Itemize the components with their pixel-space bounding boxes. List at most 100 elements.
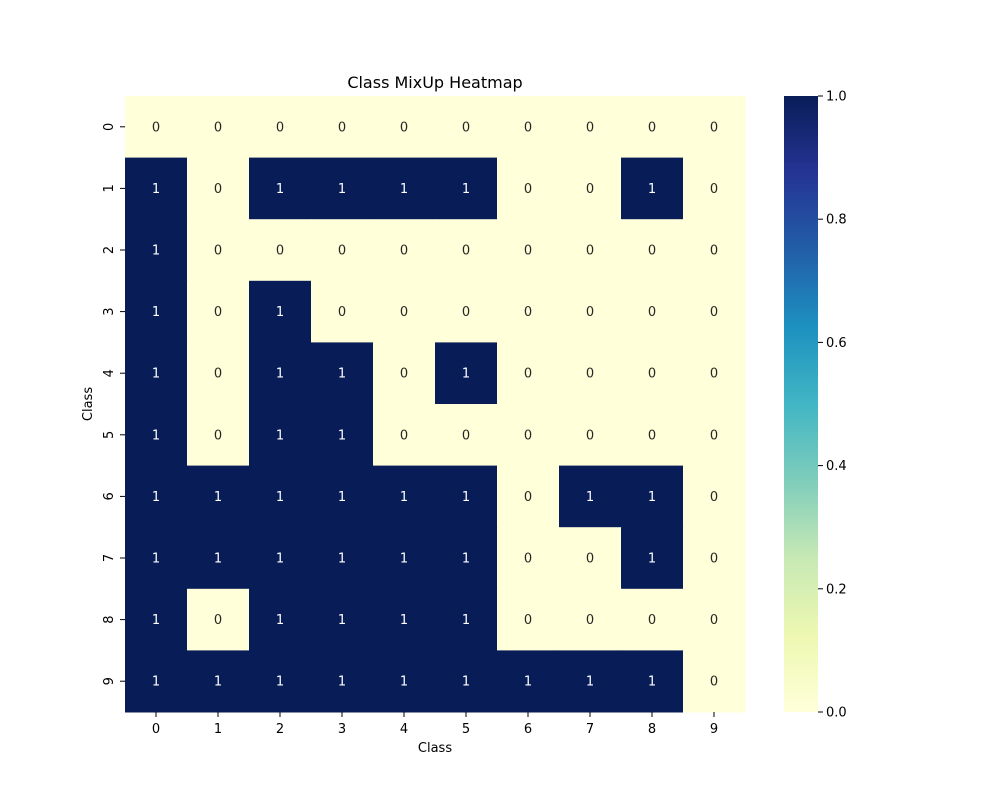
heatmap-cell-label: 1 bbox=[152, 367, 160, 382]
heatmap-cell-label: 0 bbox=[710, 367, 718, 382]
heatmap-cell bbox=[187, 404, 250, 467]
heatmap-cell bbox=[621, 96, 684, 159]
colorbar: 0.0 0.2 0.4 0.6 0.8 1.0 bbox=[784, 90, 847, 721]
heatmap-cell-label: 0 bbox=[214, 367, 222, 382]
heatmap-cell bbox=[497, 650, 560, 713]
heatmap-cell bbox=[435, 219, 498, 282]
heatmap-cell bbox=[125, 650, 188, 713]
heatmap-cell-label: 1 bbox=[462, 613, 470, 628]
heatmap-cell-label: 1 bbox=[152, 182, 160, 197]
heatmap-cell-label: 1 bbox=[400, 490, 408, 505]
heatmap-cell bbox=[311, 96, 374, 159]
heatmap-cell-label: 0 bbox=[710, 120, 718, 135]
heatmap-cell bbox=[435, 342, 498, 405]
heatmap-cell-label: 1 bbox=[524, 675, 532, 690]
x-tick-label: 4 bbox=[400, 722, 408, 737]
heatmap-cell bbox=[621, 280, 684, 343]
heatmap-cell bbox=[683, 588, 746, 651]
heatmap-cell-label: 0 bbox=[214, 182, 222, 197]
colorbar-ticks: 0.0 0.2 0.4 0.6 0.8 1.0 bbox=[818, 90, 847, 721]
heatmap-cell bbox=[187, 219, 250, 282]
heatmap-cell-label: 0 bbox=[400, 305, 408, 320]
heatmap-cell-label: 1 bbox=[338, 613, 346, 628]
heatmap-cell bbox=[311, 465, 374, 528]
heatmap-cell-label: 1 bbox=[152, 675, 160, 690]
heatmap-cell bbox=[559, 404, 622, 467]
heatmap-cell-label: 1 bbox=[152, 613, 160, 628]
heatmap-cell-label: 1 bbox=[276, 490, 284, 505]
heatmap-cell bbox=[311, 404, 374, 467]
heatmap-cell-label: 0 bbox=[586, 552, 594, 567]
colorbar-tick-label: 0.2 bbox=[826, 582, 847, 597]
colorbar-tick-label: 0.8 bbox=[826, 213, 847, 228]
heatmap-cell-label: 0 bbox=[400, 367, 408, 382]
heatmap-cell bbox=[125, 157, 188, 220]
heatmap-cell bbox=[683, 650, 746, 713]
heatmap-cell bbox=[435, 280, 498, 343]
heatmap-cell-label: 1 bbox=[586, 675, 594, 690]
heatmap-cell bbox=[187, 588, 250, 651]
heatmap-cell-label: 0 bbox=[276, 120, 284, 135]
colorbar-tick-label: 0.6 bbox=[826, 336, 847, 351]
heatmap-cell bbox=[497, 157, 560, 220]
heatmap-cell bbox=[373, 527, 436, 590]
heatmap-cell bbox=[497, 588, 560, 651]
heatmap-cell bbox=[249, 404, 312, 467]
heatmap-cell-label: 0 bbox=[710, 305, 718, 320]
heatmap-cell-label: 0 bbox=[586, 244, 594, 259]
heatmap-cell-label: 1 bbox=[276, 675, 284, 690]
x-tick-label: 6 bbox=[524, 722, 532, 737]
heatmap-cell-label: 0 bbox=[710, 244, 718, 259]
heatmap-cell bbox=[373, 650, 436, 713]
x-axis-label: Class bbox=[418, 741, 452, 756]
y-tick-label: 1 bbox=[102, 184, 117, 192]
heatmap-cell bbox=[187, 342, 250, 405]
x-tick-label: 5 bbox=[462, 722, 470, 737]
y-axis-ticks: 0 1 2 3 4 5 6 7 8 9 bbox=[102, 123, 125, 685]
heatmap-cell-label: 0 bbox=[338, 120, 346, 135]
heatmap-cell-label: 0 bbox=[586, 305, 594, 320]
heatmap-cell bbox=[249, 650, 312, 713]
heatmap-cell-label: 1 bbox=[400, 552, 408, 567]
heatmap-cell-label: 0 bbox=[710, 490, 718, 505]
heatmap-cell-label: 0 bbox=[524, 613, 532, 628]
heatmap-cell-label: 1 bbox=[276, 428, 284, 443]
heatmap-cell-label: 0 bbox=[214, 305, 222, 320]
heatmap-cell bbox=[249, 527, 312, 590]
heatmap-cell-label: 1 bbox=[276, 305, 284, 320]
heatmap-cell bbox=[373, 588, 436, 651]
x-tick-label: 0 bbox=[152, 722, 160, 737]
heatmap-cell bbox=[621, 465, 684, 528]
heatmap-cell-label: 0 bbox=[400, 428, 408, 443]
y-tick-label: 2 bbox=[102, 246, 117, 254]
heatmap-cell-label: 1 bbox=[338, 182, 346, 197]
heatmap-cell bbox=[125, 280, 188, 343]
heatmap-cell-label: 0 bbox=[524, 305, 532, 320]
heatmap-cell-label: 1 bbox=[214, 552, 222, 567]
heatmap-cell bbox=[311, 650, 374, 713]
heatmap-cell bbox=[187, 280, 250, 343]
heatmap-cell-label: 1 bbox=[152, 490, 160, 505]
heatmap-cell bbox=[683, 465, 746, 528]
heatmap-cell bbox=[373, 404, 436, 467]
heatmap-cell bbox=[497, 465, 560, 528]
heatmap-cell bbox=[187, 527, 250, 590]
heatmap-cell bbox=[559, 588, 622, 651]
x-axis-ticks: 0 1 2 3 4 5 6 7 8 9 bbox=[152, 712, 718, 737]
heatmap-cell bbox=[373, 280, 436, 343]
colorbar-tick-label: 1.0 bbox=[826, 90, 847, 105]
heatmap-cell bbox=[559, 650, 622, 713]
heatmap-cell-label: 1 bbox=[586, 490, 594, 505]
colorbar-tick-label: 0.4 bbox=[826, 459, 847, 474]
heatmap-cell bbox=[435, 527, 498, 590]
heatmap-cell-label: 0 bbox=[648, 367, 656, 382]
heatmap-cell-labels: 0 0 0 0 0 0 0 0 0 0 1 0 1 1 1 1 0 0 1 0 1 0 0 0 0 0 0 0 0 0 1 0 1 0 0 0 0 0 0 0… bbox=[152, 120, 718, 689]
heatmap-cell-label: 1 bbox=[338, 552, 346, 567]
heatmap-cell bbox=[435, 650, 498, 713]
heatmap-cell-label: 1 bbox=[152, 305, 160, 320]
heatmap-cell bbox=[373, 342, 436, 405]
heatmap-cell bbox=[249, 157, 312, 220]
heatmap-cell-label: 1 bbox=[462, 675, 470, 690]
y-tick-label: 9 bbox=[102, 677, 117, 685]
heatmap-cell bbox=[187, 96, 250, 159]
